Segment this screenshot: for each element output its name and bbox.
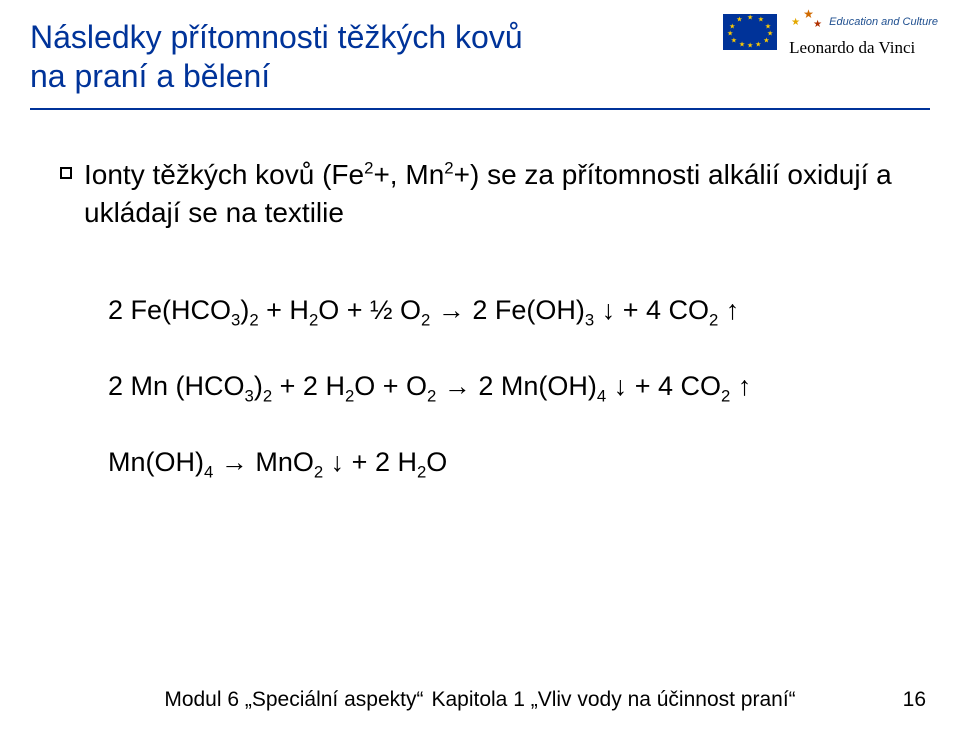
- slide-footer: Modul 6 „Speciální aspekty“ Kapitola 1 „…: [0, 688, 960, 712]
- education-culture-label: Education and Culture: [829, 16, 938, 28]
- program-name: Leonardo da Vinci: [789, 38, 915, 58]
- leonardo-logo: ★ ★ ★ Education and Culture Leonardo da …: [789, 8, 938, 58]
- slide-header: Následky přítomnosti těžkých kovů na pra…: [0, 0, 960, 96]
- bullet-square-icon: [60, 167, 72, 179]
- equation-1: 2 Fe(HCO3)2 + H2O + ½ O2 → 2 Fe(OH)3 ↓ +…: [108, 292, 900, 332]
- leonardo-stars-icon: ★ ★ ★: [789, 8, 825, 36]
- logo-area: ★ ★ ★ ★ ★ ★ ★ ★ ★ ★ ★ ★ ★ ★ ★ Education …: [723, 8, 938, 58]
- bullet-text: Ionty těžkých kovů (Fe2+, Mn2+) se za př…: [84, 156, 900, 232]
- equations-block: 2 Fe(HCO3)2 + H2O + ½ O2 → 2 Fe(OH)3 ↓ +…: [108, 292, 900, 484]
- bullet-item: Ionty těžkých kovů (Fe2+, Mn2+) se za př…: [60, 156, 900, 232]
- eu-flag-icon: ★ ★ ★ ★ ★ ★ ★ ★ ★ ★ ★ ★: [723, 14, 777, 50]
- slide-content: Ionty těžkých kovů (Fe2+, Mn2+) se za př…: [0, 110, 960, 484]
- title-line-2: na praní a bělení: [30, 57, 930, 96]
- equation-2: 2 Mn (HCO3)2 + 2 H2O + O2 → 2 Mn(OH)4 ↓ …: [108, 368, 900, 408]
- page-number: 16: [903, 688, 926, 712]
- equation-3: Mn(OH)4 → MnO2 ↓ + 2 H2O: [108, 444, 900, 484]
- footer-chapter: Kapitola 1 „Vliv vody na účinnost praní“: [431, 688, 795, 712]
- footer-module: Modul 6 „Speciální aspekty“: [164, 688, 423, 712]
